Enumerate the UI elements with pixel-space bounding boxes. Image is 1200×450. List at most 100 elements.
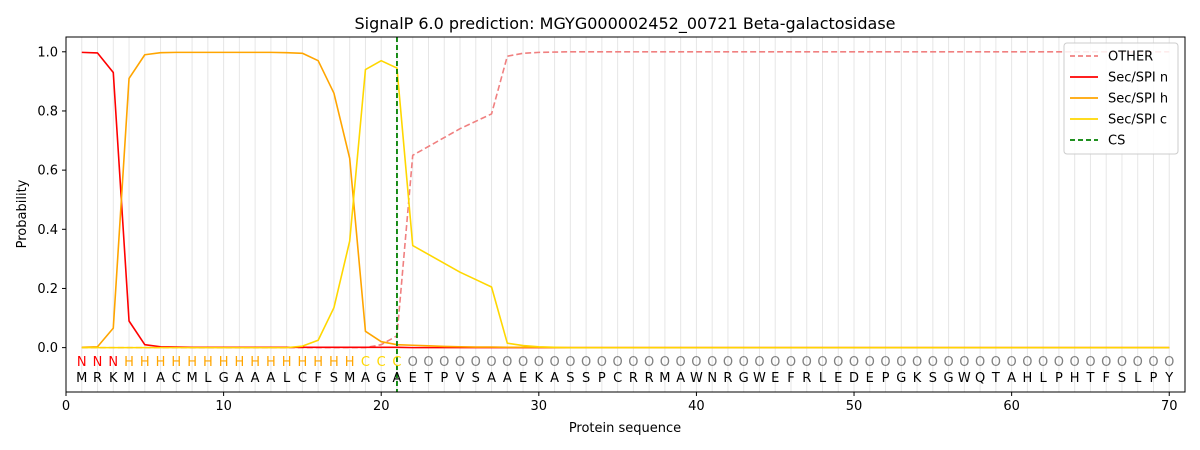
- region-label: C: [377, 355, 386, 370]
- x-tick-label: 20: [373, 399, 390, 414]
- legend-entry: OTHER: [1108, 50, 1153, 65]
- series-line-sec-spi-h: [81, 51, 1170, 349]
- residue-label: A: [503, 371, 512, 386]
- residue-label: G: [944, 371, 954, 386]
- region-label: H: [124, 355, 134, 370]
- region-label: O: [471, 355, 481, 370]
- region-label: O: [597, 355, 607, 370]
- region-label: C: [361, 355, 370, 370]
- region-label: H: [234, 355, 244, 370]
- residue-label: S: [566, 371, 574, 386]
- residue-label: A: [1007, 371, 1016, 386]
- region-label: H: [298, 355, 308, 370]
- residue-label: C: [613, 371, 622, 386]
- axes: 0 10 20 30 40 50 60 70 0.0 0.2 0.4 0.6 0.8 1.0: [37, 45, 1177, 414]
- residue-label: G: [739, 371, 749, 386]
- residue-label: S: [1118, 371, 1126, 386]
- x-tick-label: 60: [1003, 399, 1020, 414]
- region-label: N: [108, 355, 118, 370]
- residue-label: S: [472, 371, 480, 386]
- region-label: H: [282, 355, 292, 370]
- region-label: O: [518, 355, 528, 370]
- residue-label: T: [1085, 371, 1094, 386]
- region-label: O: [581, 355, 591, 370]
- legend: OTHER Sec/SPI n Sec/SPI h Sec/SPI c CS: [1063, 42, 1179, 155]
- x-tick-label: 70: [1161, 399, 1178, 414]
- residue-label: R: [93, 371, 102, 386]
- legend-box: [1063, 42, 1179, 155]
- residue-label: P: [1150, 371, 1158, 386]
- residue-label: M: [76, 371, 87, 386]
- series-layer: [81, 37, 1170, 392]
- x-axis-label: Protein sequence: [569, 421, 681, 436]
- region-label: O: [549, 355, 559, 370]
- region-label: O: [455, 355, 465, 370]
- region-label: O: [1070, 355, 1080, 370]
- region-label: H: [329, 355, 339, 370]
- residue-label: A: [235, 371, 244, 386]
- legend-entry: Sec/SPI c: [1108, 113, 1167, 128]
- region-label: O: [770, 355, 780, 370]
- region-label: O: [1007, 355, 1017, 370]
- residue-label: V: [456, 371, 465, 386]
- residue-label: N: [707, 371, 717, 386]
- residue-label: W: [958, 371, 971, 386]
- region-label: O: [912, 355, 922, 370]
- residue-label: A: [156, 371, 165, 386]
- legend-entry: CS: [1108, 134, 1125, 149]
- x-tick-label: 30: [531, 399, 548, 414]
- region-label: O: [1101, 355, 1111, 370]
- region-label: O: [739, 355, 749, 370]
- y-tick-label: 0.2: [37, 282, 58, 297]
- residue-grid: [81, 37, 1170, 392]
- residue-label: E: [834, 371, 842, 386]
- residue-label: M: [344, 371, 355, 386]
- y-tick-label: 0.4: [37, 223, 58, 238]
- series-line-sec-spi-c: [81, 59, 1170, 349]
- residue-label: K: [535, 371, 544, 386]
- x-tick-label: 50: [846, 399, 863, 414]
- residue-label: P: [598, 371, 606, 386]
- region-label: O: [486, 355, 496, 370]
- residue-label: A: [361, 371, 370, 386]
- residue-label: F: [787, 371, 794, 386]
- residue-label: L: [204, 371, 212, 386]
- region-label: O: [975, 355, 985, 370]
- legend-entry: Sec/SPI n: [1108, 71, 1168, 86]
- region-label: O: [1054, 355, 1064, 370]
- residue-label: Q: [975, 371, 985, 386]
- residue-label: P: [882, 371, 890, 386]
- region-label: H: [203, 355, 213, 370]
- residue-label: E: [519, 371, 527, 386]
- region-label: O: [676, 355, 686, 370]
- region-label: O: [943, 355, 953, 370]
- region-label: O: [565, 355, 575, 370]
- y-axis-label: Probability: [15, 179, 30, 248]
- region-label: O: [502, 355, 512, 370]
- legend-entry: Sec/SPI h: [1108, 92, 1168, 107]
- residue-label: H: [1023, 371, 1033, 386]
- residue-label: S: [929, 371, 937, 386]
- residue-label: L: [283, 371, 291, 386]
- region-label: H: [345, 355, 355, 370]
- residue-label: L: [1040, 371, 1048, 386]
- residue-label: R: [802, 371, 811, 386]
- residue-label: F: [314, 371, 321, 386]
- y-tick-label: 0.8: [37, 104, 58, 119]
- region-label: H: [266, 355, 276, 370]
- region-label: O: [707, 355, 717, 370]
- region-label: O: [896, 355, 906, 370]
- residue-label: K: [109, 371, 118, 386]
- residue-label: Y: [1164, 371, 1173, 386]
- residue-label: T: [424, 371, 433, 386]
- residue-label: A: [393, 371, 402, 386]
- residue-label: M: [186, 371, 197, 386]
- region-label: H: [140, 355, 150, 370]
- region-label: O: [802, 355, 812, 370]
- series-line-sec-spi-n: [81, 51, 1170, 349]
- residue-label: R: [629, 371, 638, 386]
- region-label: O: [644, 355, 654, 370]
- residue-label: W: [690, 371, 703, 386]
- residue-label: K: [913, 371, 922, 386]
